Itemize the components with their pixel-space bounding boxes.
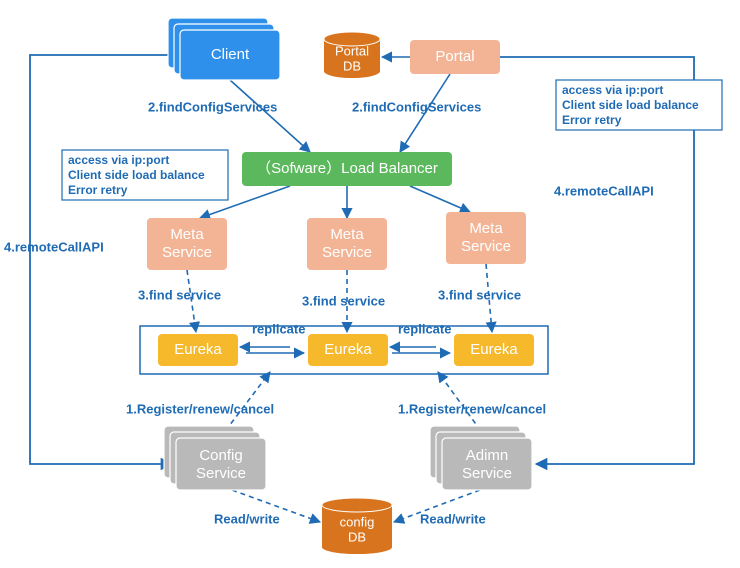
note-right-line2: Error retry: [562, 113, 622, 127]
cfg_eureka-label: 1.Register/renew/cancel: [126, 401, 274, 416]
adm_db-label: Read/write: [420, 511, 486, 526]
config_db-label1: config: [340, 514, 375, 529]
client_cfg-label: 4.remoteCallAPI: [4, 239, 104, 254]
replicate2-label: replicate: [398, 321, 451, 336]
architecture-diagram: ClientPortalDBPortal（Sofware）Load Balanc…: [0, 0, 740, 568]
portal-label: Portal: [435, 48, 474, 65]
meta1_eureka-label: 3.find service: [138, 287, 221, 302]
config_db-label2: DB: [348, 529, 366, 544]
portal_adm-label: 4.remoteCallAPI: [554, 183, 654, 198]
meta1-label1: Meta: [170, 226, 204, 243]
note-right-line1: Client side load balance: [562, 98, 699, 112]
edge: [410, 186, 470, 212]
edge: [230, 80, 310, 152]
meta2-label1: Meta: [330, 226, 364, 243]
admin_svc-label1: Adimn: [466, 447, 509, 464]
note-right-line0: access via ip:port: [562, 83, 663, 97]
eureka1-label: Eureka: [174, 341, 222, 358]
adm_eureka-label: 1.Register/renew/cancel: [398, 401, 546, 416]
portal_lb-label: 2.findConfigServices: [352, 99, 481, 114]
meta1-label2: Service: [162, 244, 212, 261]
note-left-line2: Error retry: [68, 183, 128, 197]
eureka3-label: Eureka: [470, 341, 518, 358]
lb-label: （Sofware）Load Balancer: [256, 160, 438, 177]
meta2-label2: Service: [322, 244, 372, 261]
admin_svc-label2: Service: [462, 465, 512, 482]
config_svc-label1: Config: [199, 447, 242, 464]
replicate1-label: replicate: [252, 321, 305, 336]
meta3-label1: Meta: [469, 220, 503, 237]
client-label: Client: [211, 46, 250, 63]
portal_db-label1: Portal: [335, 43, 369, 58]
meta3_eureka-label: 3.find service: [438, 287, 521, 302]
client_lb-label: 2.findConfigServices: [148, 99, 277, 114]
portal_db-label2: DB: [343, 58, 361, 73]
meta2_eureka-label: 3.find service: [302, 293, 385, 308]
config_svc-label2: Service: [196, 465, 246, 482]
cfg_db-label: Read/write: [214, 511, 280, 526]
eureka2-label: Eureka: [324, 341, 372, 358]
meta3-label2: Service: [461, 238, 511, 255]
note-left-line0: access via ip:port: [68, 153, 169, 167]
note-left-line1: Client side load balance: [68, 168, 205, 182]
